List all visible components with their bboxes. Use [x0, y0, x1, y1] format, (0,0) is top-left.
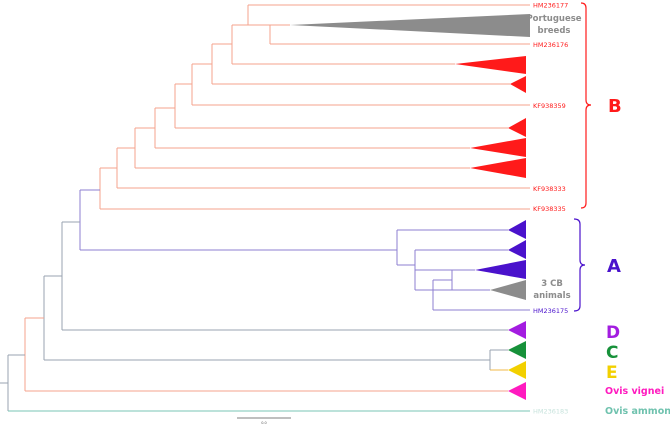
scale-bar: 0.0 [237, 417, 291, 425]
leaf-label-hm236176: HM236176 [533, 41, 568, 49]
branch [0, 354, 25, 411]
branch [247, 4, 530, 45]
cb-animals-label: 3 CB [541, 279, 563, 289]
collapsed-clades [290, 14, 530, 400]
portuguese-breeds-label: Portuguese [526, 14, 581, 24]
leaf-label-kf938335: KF938335 [533, 205, 566, 213]
clade-e-label: E [606, 363, 618, 383]
scale-bar-label: 0.0 [261, 421, 267, 425]
clade-b-triangle [470, 158, 526, 178]
clade-a-triangle [508, 240, 526, 259]
portuguese-breeds-label: breeds [538, 26, 571, 36]
ovis-vignei-label: Ovis vignei [605, 386, 664, 397]
branch [99, 167, 530, 210]
leaf-label-hm236183: HM236183 [533, 408, 568, 416]
branch [414, 249, 508, 280]
branch [432, 279, 530, 311]
leaf-label-hm236175: HM236175 [533, 307, 568, 315]
branch [61, 221, 508, 331]
clade-b-bracket [580, 2, 592, 209]
ovis-vignei-triangle [508, 382, 526, 400]
branch [43, 275, 490, 361]
leaf-label-hm236177: HM236177 [533, 2, 568, 10]
clade-d-triangle [508, 321, 526, 339]
clade-d-label: D [606, 323, 620, 343]
clade-c-triangle [508, 341, 526, 359]
cb-animals-triangle [490, 280, 526, 300]
branch [396, 229, 508, 266]
clade-b-triangle [455, 56, 526, 74]
branches-root [0, 221, 530, 412]
leaf-label-kf938359: KF938359 [533, 102, 566, 110]
clade-b-triangle [470, 138, 526, 157]
leaf-label-kf938333: KF938333 [533, 185, 566, 193]
branch [24, 317, 508, 392]
clade-a-triangle [475, 260, 526, 279]
clade-a-bracket [573, 218, 586, 312]
branch [489, 349, 508, 370]
clade-b-triangle [510, 76, 526, 93]
clade-brackets [573, 2, 592, 312]
clade-e-triangle [508, 361, 526, 379]
ovis-ammon-label: Ovis ammon [605, 406, 670, 417]
clade-labels: B A D C E Ovis vignei Ovis ammon [605, 96, 670, 417]
branches-clade-a [79, 189, 530, 311]
clade-a-label: A [607, 256, 621, 277]
leaf-labels: HM236177 HM236176 KF938359 KF938333 KF93… [533, 2, 568, 416]
annotations: Portuguese breeds 3 CB animals [526, 14, 581, 301]
portuguese-breeds-triangle [290, 14, 530, 37]
cb-animals-label: animals [533, 291, 570, 301]
clade-a-triangle [508, 220, 526, 239]
clade-b-triangle [508, 118, 526, 137]
branches-clade-b [99, 4, 530, 210]
clade-c-label: C [606, 343, 618, 363]
branch [174, 83, 508, 129]
clade-b-label: B [608, 96, 622, 117]
branch [79, 189, 397, 251]
